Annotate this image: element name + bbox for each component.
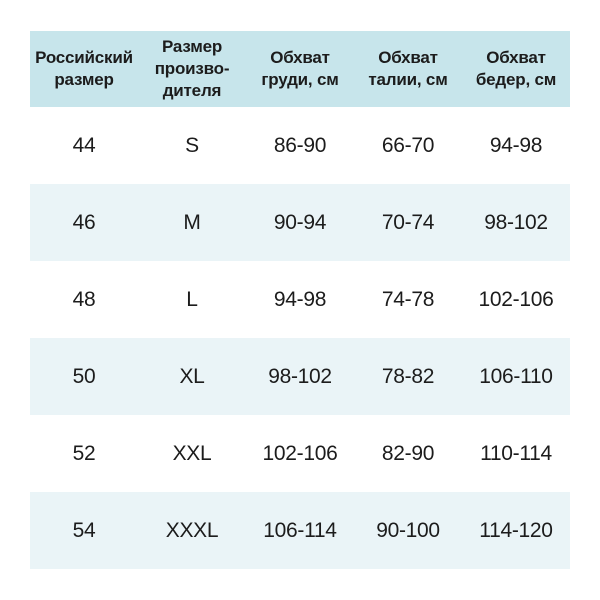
table-row: 44 S 86-90 66-70 94-98 (30, 107, 570, 184)
table-cell: L (186, 287, 198, 311)
table-cell: XXL (172, 441, 212, 465)
table-cell: S (185, 133, 199, 157)
table-header-row: Российский размер Размер произво- дителя О… (30, 31, 570, 107)
table-cell: 74-78 (381, 287, 435, 311)
column-header: Размер произво- дителя (154, 37, 230, 100)
table-cell: 94-98 (489, 133, 543, 157)
table-cell: 82-90 (381, 441, 435, 465)
table-cell: XXXL (165, 518, 219, 542)
table-row: 48 L 94-98 74-78 102-106 (30, 261, 570, 338)
column-header: Обхват талии, см (368, 48, 448, 89)
table-cell: 86-90 (273, 133, 327, 157)
column-header: Обхват груди, см (261, 48, 339, 89)
table-row: 52 XXL 102-106 82-90 110-114 (30, 415, 570, 492)
table-body: 44 S 86-90 66-70 94-98 46 M 90-94 70-74 98-102 48 L… (30, 107, 570, 569)
table-cell: XL (179, 364, 205, 388)
table-cell: 102-106 (262, 441, 338, 465)
table-cell: 46 (72, 210, 96, 234)
table-cell: 78-82 (381, 364, 435, 388)
table-cell: 70-74 (381, 210, 435, 234)
table-row: 54 XXXL 106-114 90-100 114-120 (30, 492, 570, 569)
table-cell: 110-114 (480, 441, 552, 465)
table-cell: 98-102 (484, 210, 548, 234)
column-header: Российский размер (35, 48, 133, 89)
column-header: Обхват бедер, см (475, 48, 557, 89)
table-cell: 48 (72, 287, 96, 311)
table-cell: 54 (72, 518, 96, 542)
table-row: 46 M 90-94 70-74 98-102 (30, 184, 570, 261)
table-cell: 52 (72, 441, 96, 465)
table-cell: 106-110 (479, 364, 553, 388)
table-cell: 102-106 (478, 287, 554, 311)
size-table: Российский размер Размер произво- дителя О… (30, 31, 570, 569)
table-cell: 90-100 (376, 518, 440, 542)
table-cell: 50 (72, 364, 96, 388)
table-cell: 94-98 (273, 287, 327, 311)
table-cell: 90-94 (273, 210, 327, 234)
table-cell: 44 (72, 133, 96, 157)
table-cell: 106-114 (263, 518, 337, 542)
table-cell: 66-70 (381, 133, 435, 157)
table-row: 50 XL 98-102 78-82 106-110 (30, 338, 570, 415)
table-cell: M (183, 210, 201, 234)
table-cell: 114-120 (479, 518, 553, 542)
table-cell: 98-102 (268, 364, 332, 388)
